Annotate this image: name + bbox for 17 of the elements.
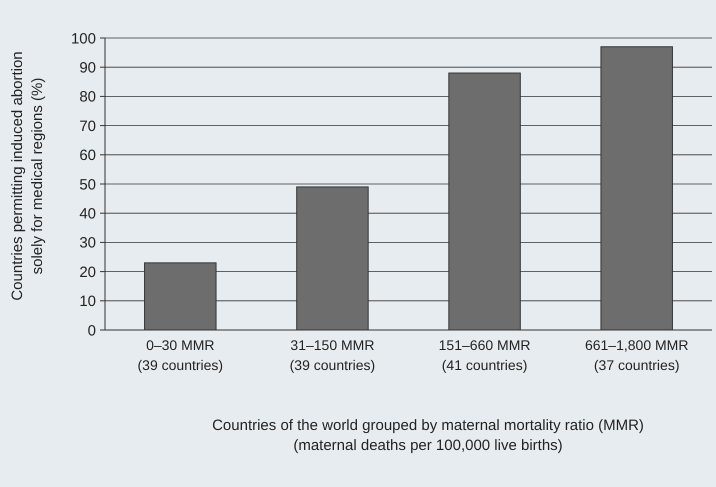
y-tick-label: 100: [70, 30, 96, 48]
y-tick-label: 0: [88, 322, 96, 340]
y-tick-label: 40: [79, 205, 96, 222]
y-tick-label: 70: [79, 118, 96, 135]
y-tick-label: 90: [79, 59, 96, 76]
y-tick-label: 10: [79, 293, 96, 310]
y-tick-label: 50: [79, 176, 96, 194]
y-axis-title: Countries permitting induced abortion solely for medical regions (%): [9, 51, 46, 301]
y-tick-label: 20: [79, 264, 96, 281]
y-tick-label: 60: [79, 147, 96, 164]
x-tick-label: 0–30 MMR (39 countries): [138, 337, 224, 373]
y-tick-label: 80: [79, 88, 96, 106]
x-axis-title: Countries of the world grouped by maternal mortality ratio (MMR) (maternal deaths per 100,000 live births): [212, 417, 644, 454]
y-tick-label: 30: [79, 234, 96, 252]
x-tick-label: 31–150 MMR (39 countries): [290, 337, 376, 373]
x-tick-label: 661–1,800 MMR (37 countries): [584, 337, 688, 373]
x-tick-label: 151–660 MMR (41 countries): [438, 337, 530, 373]
